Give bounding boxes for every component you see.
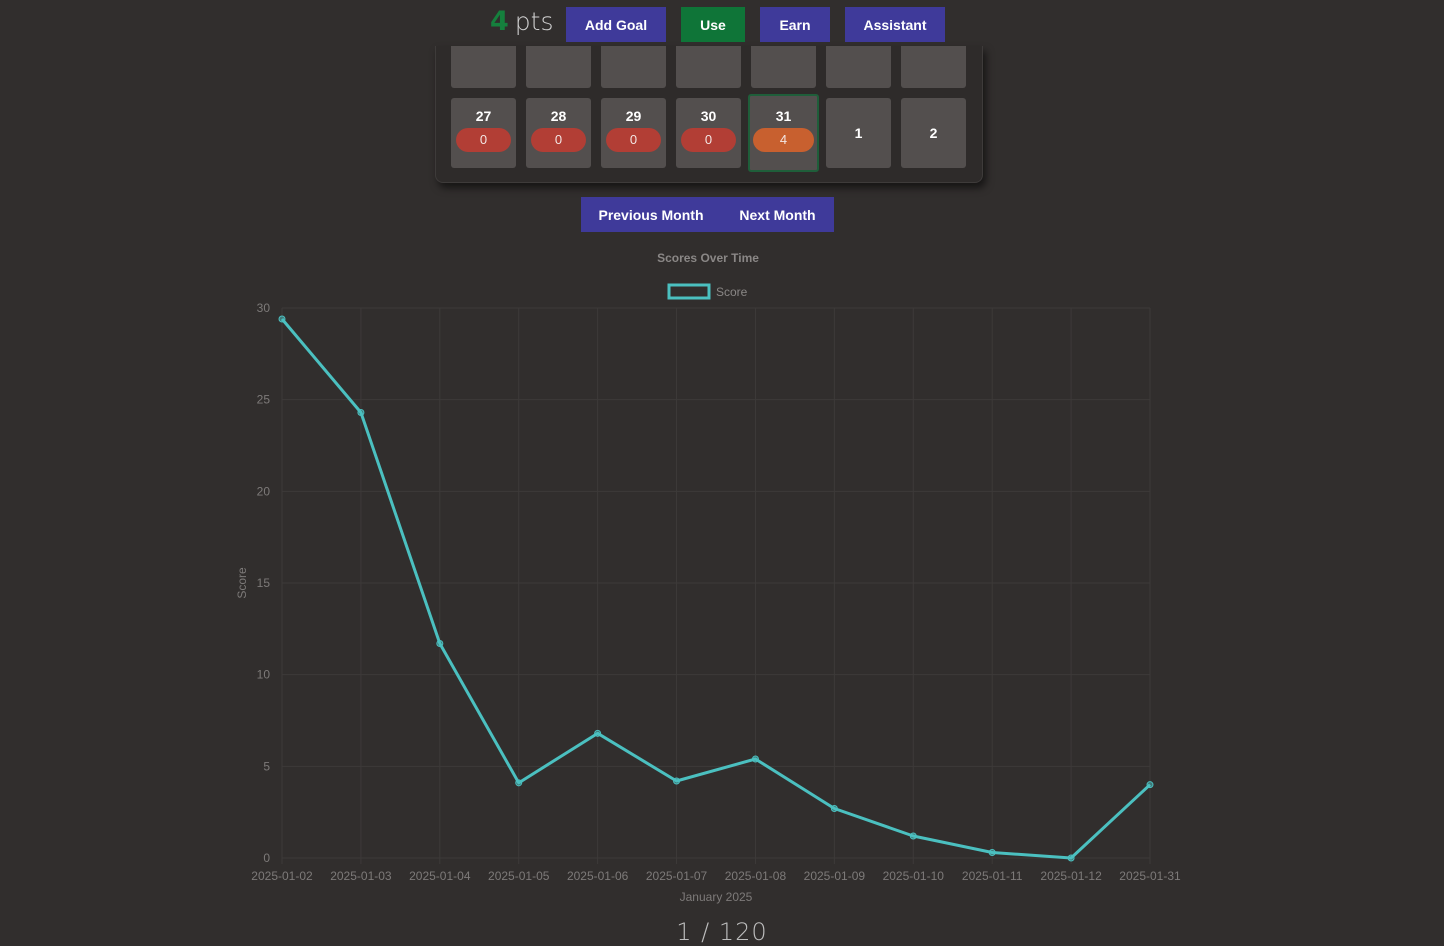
- calendar-day[interactable]: 0: [751, 46, 816, 88]
- data-point[interactable]: [751, 755, 759, 763]
- y-tick-label: 30: [257, 301, 271, 315]
- data-point[interactable]: [594, 729, 602, 737]
- y-tick-label: 20: [257, 484, 271, 498]
- series-line-score: [280, 318, 1152, 860]
- top-bar: 4 pts Add Goal Use Earn Assistant: [0, 0, 1444, 50]
- legend-swatch: [667, 283, 711, 300]
- data-point[interactable]: [1067, 854, 1075, 862]
- y-tick-label: 5: [263, 759, 270, 773]
- data-point[interactable]: [830, 805, 838, 812]
- calendar-day-29[interactable]: 29 0: [601, 98, 666, 168]
- day-score-badge: 0: [456, 128, 511, 152]
- points-unit: pts: [514, 7, 554, 36]
- data-point[interactable]: [988, 849, 996, 856]
- y-tick-label: 15: [257, 576, 271, 590]
- day-number: 29: [625, 108, 642, 124]
- y-tick-label: 10: [257, 668, 271, 682]
- x-tick-label: 2025-01-03: [330, 869, 392, 883]
- x-tick-label: 2025-01-10: [883, 869, 945, 883]
- previous-month-button[interactable]: Previous Month: [581, 197, 721, 232]
- points-display: 4 pts: [490, 2, 554, 42]
- y-tick-label: 0: [263, 851, 270, 865]
- calendar-day[interactable]: 0: [676, 46, 741, 88]
- legend-label: Score: [716, 285, 748, 299]
- calendar-day[interactable]: 0: [601, 46, 666, 88]
- x-tick-label: 2025-01-02: [251, 869, 313, 883]
- y-tick-label: 25: [257, 393, 271, 407]
- day-number: 30: [700, 108, 717, 124]
- x-tick-label: 2025-01-07: [646, 869, 708, 883]
- data-point[interactable]: [673, 777, 681, 785]
- day-number: 2: [929, 125, 938, 141]
- calendar-day[interactable]: 0: [826, 46, 891, 88]
- day-number: 1: [854, 125, 863, 141]
- calendar-day[interactable]: 0: [901, 46, 966, 88]
- day-number: 28: [550, 108, 567, 124]
- data-point[interactable]: [1146, 781, 1154, 789]
- calendar-day-28[interactable]: 28 0: [526, 98, 591, 168]
- calendar-day-next-2[interactable]: 2: [901, 98, 966, 168]
- y-axis-label: Score: [235, 567, 249, 599]
- day-score-badge: 0: [606, 128, 661, 152]
- calendar-day[interactable]: 0: [526, 46, 591, 88]
- add-goal-button[interactable]: Add Goal: [566, 7, 666, 42]
- day-score-badge: 0: [531, 128, 586, 152]
- x-tick-label: 2025-01-04: [409, 869, 471, 883]
- points-value: 4: [490, 6, 509, 37]
- calendar-day-30[interactable]: 30 0: [676, 98, 741, 168]
- earn-button[interactable]: Earn: [760, 7, 830, 42]
- data-point[interactable]: [909, 832, 917, 840]
- x-tick-label: 2025-01-12: [1040, 869, 1102, 883]
- calendar-day-31-today[interactable]: 31 4: [748, 94, 819, 172]
- data-point[interactable]: [357, 409, 365, 416]
- day-number: 27: [475, 108, 492, 124]
- x-tick-label: 2025-01-09: [804, 869, 866, 883]
- x-tick-label: 2025-01-05: [488, 869, 550, 883]
- calendar-day-27[interactable]: 27 0: [451, 98, 516, 168]
- data-point[interactable]: [278, 315, 286, 323]
- data-point[interactable]: [515, 779, 523, 787]
- day-score-badge: 4: [753, 128, 814, 152]
- pager-indicator: 1 / 120: [676, 918, 768, 946]
- scores-chart: Scores Over Time Score 0 5 10 15 20 25 30 2025…: [235, 251, 1181, 904]
- month-navigation: Previous Month Next Month: [581, 197, 834, 232]
- day-score-badge: 0: [681, 128, 736, 152]
- use-button[interactable]: Use: [681, 7, 745, 42]
- x-tick-label: 2025-01-11: [962, 869, 1023, 883]
- calendar-grid: 0 0 0 0 0 0 0 27 0 28 0 29 0 30 0 31 4 1…: [435, 46, 983, 183]
- chart-legend[interactable]: Score: [667, 283, 748, 300]
- next-month-button[interactable]: Next Month: [721, 197, 834, 232]
- calendar-day-next-1[interactable]: 1: [826, 98, 891, 168]
- data-point[interactable]: [436, 640, 444, 647]
- day-number: 31: [775, 108, 792, 124]
- chart-title: Scores Over Time: [657, 251, 759, 265]
- assistant-button[interactable]: Assistant: [845, 7, 945, 42]
- x-axis-label: January 2025: [680, 890, 753, 904]
- x-tick-label: 2025-01-06: [567, 869, 629, 883]
- x-tick-label: 2025-01-31: [1119, 869, 1181, 883]
- x-tick-label: 2025-01-08: [725, 869, 787, 883]
- calendar-day[interactable]: 0: [451, 46, 516, 88]
